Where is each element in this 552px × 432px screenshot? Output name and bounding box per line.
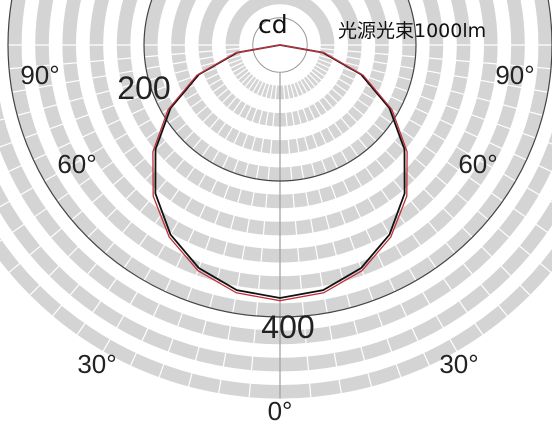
angle-spoke xyxy=(130,69,270,366)
angle-spoke xyxy=(297,65,508,317)
intensity-curves xyxy=(152,44,408,302)
angle-label-60: 60° xyxy=(458,149,497,179)
angle-label-0: 0° xyxy=(268,396,293,426)
angle-label-30: 30° xyxy=(439,349,478,379)
angle-spoke xyxy=(0,55,256,177)
angle-spoke xyxy=(306,49,552,94)
angle-spoke xyxy=(300,62,552,273)
angle-spoke xyxy=(295,66,484,335)
series-curve-1 xyxy=(154,44,406,299)
angle-spoke xyxy=(0,51,254,121)
radial-tick-label-200: 200 xyxy=(117,70,170,106)
angle-spoke xyxy=(298,63,531,296)
tick-labels: 200 400 90° 90° 60° 60° 30° 30° 0° xyxy=(20,60,534,426)
angle-spoke xyxy=(286,71,373,387)
angle-spoke xyxy=(0,60,259,242)
angle-spoke xyxy=(304,55,552,173)
angle-spoke xyxy=(248,72,279,398)
angle-spoke xyxy=(293,68,458,352)
grid-arc-200 xyxy=(143,0,417,182)
series-curve-2 xyxy=(152,44,408,302)
angle-spoke xyxy=(8,62,260,273)
angle-label-30: 30° xyxy=(77,349,116,379)
angle-spoke xyxy=(281,72,312,398)
angle-spoke xyxy=(0,58,257,208)
angle-spoke xyxy=(102,68,267,352)
chart-title: cd xyxy=(258,10,288,39)
angle-spoke xyxy=(187,71,274,387)
angle-spoke xyxy=(0,46,253,71)
angle-spoke xyxy=(306,51,552,119)
chart-subtitle: 光源光束1000lm xyxy=(338,20,487,42)
angle-spoke xyxy=(288,70,402,378)
angle-spoke xyxy=(29,63,262,296)
angle-spoke xyxy=(158,70,272,378)
angle-label-90: 90° xyxy=(495,60,534,90)
angle-spoke xyxy=(52,65,263,317)
angle-spoke xyxy=(284,71,342,394)
angle-spoke xyxy=(307,46,552,70)
angle-label-60: 60° xyxy=(57,149,96,179)
angle-spoke xyxy=(303,58,552,203)
angle-spoke xyxy=(301,60,552,237)
angle-spoke xyxy=(76,66,265,335)
angle-label-90: 90° xyxy=(20,60,59,90)
grid-arc-400 xyxy=(7,0,552,318)
angle-spokes xyxy=(0,44,552,399)
angle-spoke xyxy=(290,69,430,366)
angle-spoke xyxy=(218,71,276,394)
angle-spoke xyxy=(0,49,254,95)
radial-tick-label-400: 400 xyxy=(261,309,314,345)
